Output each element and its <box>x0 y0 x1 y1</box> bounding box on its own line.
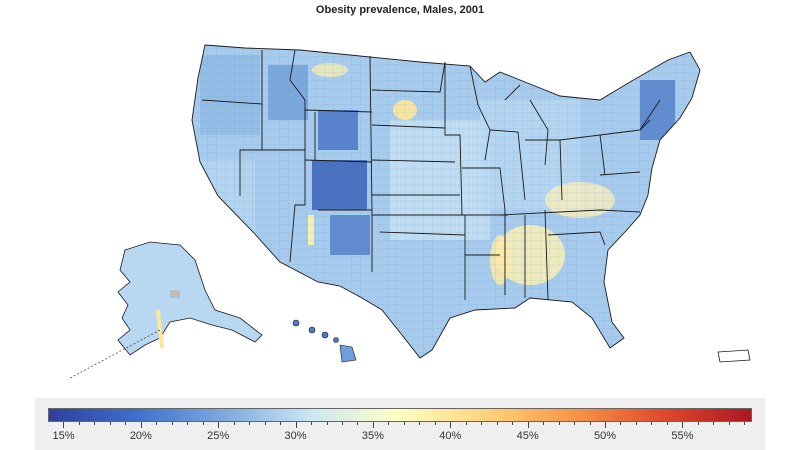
legend-minor-tick <box>713 422 715 425</box>
legend-minor-tick <box>620 422 622 425</box>
legend-tick-label: 50% <box>593 430 617 442</box>
legend-minor-tick <box>78 422 80 425</box>
legend-tick <box>63 422 65 428</box>
map-title: Obesity prevalence, Males, 2001 <box>315 4 485 16</box>
legend-tick <box>218 422 220 428</box>
legend-tick-label: 30% <box>284 430 307 442</box>
legend-minor-tick <box>589 422 591 425</box>
legend-minor-tick <box>403 422 405 425</box>
legend-minor-tick <box>744 422 746 425</box>
hawaii <box>292 319 357 363</box>
legend-minor-tick <box>434 422 436 425</box>
continental-us <box>191 44 701 359</box>
legend-tick-label: 20% <box>129 430 152 442</box>
legend-minor-tick <box>109 422 111 425</box>
legend-minor-tick <box>481 422 483 425</box>
legend-minor-tick <box>419 422 421 425</box>
legend-minor-tick <box>341 422 343 425</box>
legend-minor-tick <box>156 422 158 425</box>
state-borders <box>191 44 701 359</box>
legend-tick <box>450 422 452 428</box>
alaska-missing-county <box>170 290 180 298</box>
legend-tick-label: 45% <box>516 430 539 442</box>
legend-minor-tick <box>233 422 235 425</box>
legend-minor-tick <box>543 422 545 425</box>
legend-tick <box>372 422 374 428</box>
legend-minor-tick <box>635 422 637 425</box>
legend-minor-tick <box>697 422 699 425</box>
legend-minor-tick <box>465 422 467 425</box>
legend-tick-label: 25% <box>207 430 230 442</box>
legend-minor-tick <box>311 422 313 425</box>
legend-tick <box>295 422 297 428</box>
legend-minor-tick <box>171 422 173 425</box>
legend-minor-tick <box>264 422 266 425</box>
legend-minor-tick <box>94 422 96 425</box>
legend-minor-tick <box>187 422 189 425</box>
alaska <box>69 241 263 379</box>
legend-tick-label: 15% <box>52 430 75 442</box>
color-scale-bar <box>48 408 752 422</box>
legend-minor-tick <box>651 422 653 425</box>
legend-tick-label: 40% <box>439 430 462 442</box>
legend-minor-tick <box>202 422 204 425</box>
legend-minor-tick <box>728 422 730 425</box>
legend-tick <box>140 422 142 428</box>
legend-tick <box>605 422 606 428</box>
legend-minor-tick <box>496 422 498 425</box>
legend-minor-tick <box>558 422 560 425</box>
legend-minor-tick <box>666 422 668 425</box>
county-grid <box>192 45 700 358</box>
legend-tick-label: 55% <box>671 430 694 442</box>
legend-minor-tick <box>326 422 328 425</box>
legend-minor-tick <box>574 422 576 425</box>
legend-tick <box>527 422 529 428</box>
choropleth-map <box>69 44 751 379</box>
legend-minor-tick <box>357 422 359 425</box>
legend-minor-tick <box>249 422 251 425</box>
puerto-rico <box>717 349 751 363</box>
color-scale-axis: 15% 20% 25% 30% 35% 40% 45% 50% 55% <box>48 422 752 450</box>
legend-minor-tick <box>125 422 127 425</box>
legend-minor-tick <box>512 422 514 425</box>
legend-minor-tick <box>280 422 282 425</box>
legend-minor-tick <box>388 422 390 425</box>
legend-tick <box>682 422 684 428</box>
legend-tick-label: 35% <box>361 430 384 442</box>
